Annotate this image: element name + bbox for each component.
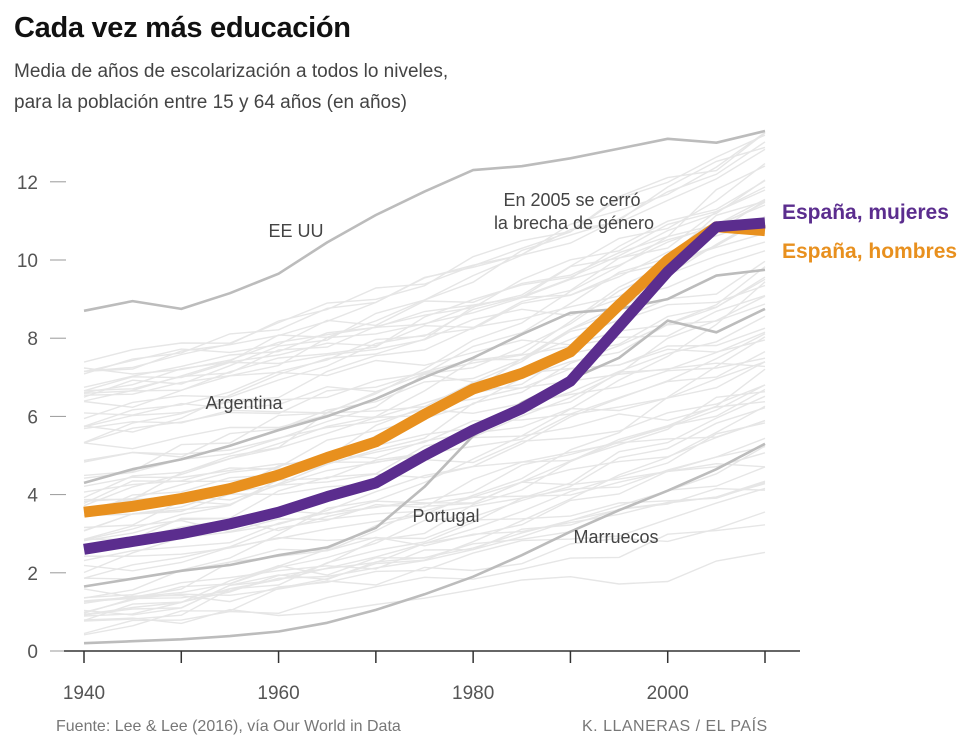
series-line-spain-women bbox=[83, 217, 766, 555]
background-country-line bbox=[83, 419, 766, 549]
page-title: Cada vez más educación bbox=[14, 12, 351, 44]
background-country-line bbox=[83, 362, 766, 430]
background-country-line bbox=[83, 179, 766, 409]
x-tick-label: 2000 bbox=[647, 683, 689, 704]
x-tick-label: 1960 bbox=[257, 683, 299, 704]
background-country-line bbox=[83, 132, 766, 363]
annotation-gap-line-1: En 2005 se cerró bbox=[503, 190, 640, 210]
y-tick-label: 12 bbox=[17, 173, 38, 194]
background-country-line bbox=[84, 481, 766, 557]
background-country-line bbox=[83, 339, 766, 450]
background-country-line bbox=[83, 361, 766, 505]
legend-spain-women: España, mujeres bbox=[782, 201, 949, 224]
y-tick-label: 0 bbox=[27, 642, 38, 663]
background-country-line bbox=[83, 134, 766, 372]
background-country-line bbox=[83, 189, 766, 444]
source-note: Fuente: Lee & Lee (2016), vía Our World … bbox=[56, 718, 401, 735]
series-line-marruecos bbox=[83, 442, 766, 645]
x-axis: 1940 1960 1980 2000 bbox=[63, 650, 800, 704]
series-line-argentina bbox=[83, 268, 766, 485]
x-tick-label: 1940 bbox=[63, 683, 105, 704]
y-tick-label: 4 bbox=[27, 486, 38, 507]
background-country-line bbox=[83, 295, 766, 540]
y-gridlines: 0 2 4 6 8 10 12 bbox=[17, 173, 66, 663]
background-country-line bbox=[83, 186, 766, 392]
spain-lines bbox=[83, 217, 766, 555]
y-tick-label: 2 bbox=[27, 564, 38, 585]
background-country-line bbox=[83, 198, 766, 373]
background-country-line bbox=[83, 551, 766, 625]
background-country-line bbox=[83, 180, 766, 428]
label-portugal: Portugal bbox=[412, 506, 479, 526]
subtitle-line-2: para la población entre 15 y 64 años (en… bbox=[14, 92, 407, 113]
series-line-spain-men bbox=[83, 221, 766, 518]
series-line-ee-uu bbox=[83, 129, 766, 313]
background-country-line bbox=[83, 368, 766, 602]
y-tick-label: 6 bbox=[27, 407, 38, 428]
background-country-line bbox=[83, 219, 766, 420]
background-country-lines bbox=[83, 131, 766, 636]
background-country-line bbox=[83, 131, 766, 372]
background-country-line bbox=[83, 141, 766, 402]
legend-spain-men: España, hombres bbox=[782, 240, 957, 263]
background-country-line bbox=[83, 391, 766, 579]
chart-annotations: EE UU Argentina Portugal Marruecos En 20… bbox=[205, 190, 957, 547]
credit-note: K. LLANERAS / EL PAÍS bbox=[582, 718, 768, 735]
subtitle-line-1: Media de años de escolarización a todos … bbox=[14, 61, 449, 82]
background-country-line bbox=[83, 204, 766, 396]
background-country-line bbox=[83, 281, 766, 599]
background-country-line bbox=[83, 336, 766, 617]
background-country-line bbox=[83, 388, 766, 562]
labeled-country-lines bbox=[83, 129, 766, 645]
background-country-line bbox=[83, 452, 766, 542]
x-tick-label: 1980 bbox=[452, 683, 494, 704]
page-subtitle: Media de años de escolarización a todos … bbox=[14, 56, 448, 118]
background-country-line bbox=[83, 162, 766, 433]
y-tick-label: 8 bbox=[27, 329, 38, 350]
background-country-line bbox=[83, 260, 766, 463]
background-country-line bbox=[83, 480, 766, 598]
background-country-line bbox=[83, 395, 766, 622]
background-country-line bbox=[83, 407, 766, 613]
label-eeuu: EE UU bbox=[268, 221, 323, 241]
series-line-portugal bbox=[83, 307, 766, 588]
background-country-line bbox=[83, 303, 766, 394]
background-country-line bbox=[83, 350, 766, 493]
y-tick-label: 10 bbox=[17, 251, 38, 272]
label-marruecos: Marruecos bbox=[573, 527, 658, 547]
background-country-line bbox=[83, 524, 766, 635]
background-country-line bbox=[83, 487, 766, 604]
annotation-gap-line-2: la brecha de género bbox=[494, 213, 654, 233]
label-argentina: Argentina bbox=[205, 393, 283, 413]
